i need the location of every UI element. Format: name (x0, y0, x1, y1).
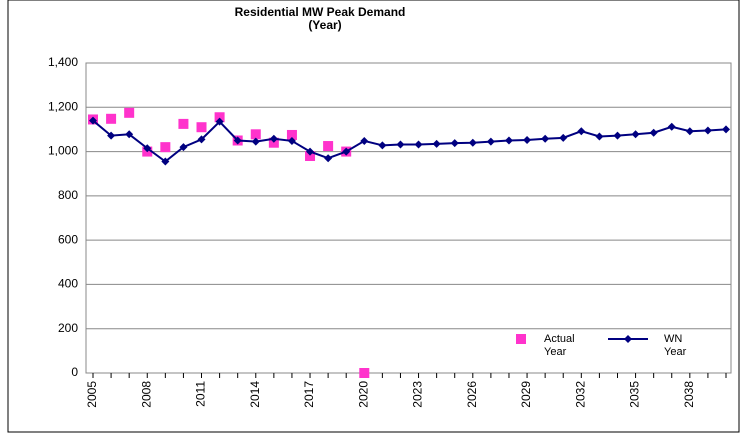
marker (613, 131, 622, 140)
x-tick-label: 2035 (628, 381, 642, 408)
legend-label: WN Year (664, 333, 687, 358)
marker (214, 112, 225, 123)
marker (196, 122, 207, 133)
marker (378, 141, 387, 150)
y-tick-label: 200 (58, 321, 78, 335)
marker (143, 144, 152, 153)
marker (631, 130, 640, 139)
marker (124, 107, 135, 118)
marker (649, 128, 658, 137)
marker (595, 132, 604, 141)
marker (324, 154, 333, 163)
chart-title: Residential MW Peak Demand (235, 5, 406, 19)
y-tick-label: 600 (58, 232, 78, 246)
legend-marker (516, 334, 526, 344)
y-tick-label: 1,400 (48, 55, 78, 69)
marker (414, 140, 423, 149)
marker (125, 130, 134, 139)
marker (468, 138, 477, 147)
x-tick-label: 2032 (573, 381, 587, 408)
marker (306, 147, 315, 156)
x-tick-label: 2008 (139, 381, 153, 408)
marker (577, 127, 586, 136)
x-tick-label: 2014 (248, 381, 262, 408)
marker (233, 136, 242, 145)
y-tick-label: 1,200 (48, 99, 78, 113)
y-tick-label: 400 (58, 277, 78, 291)
marker (107, 131, 116, 140)
marker (197, 135, 206, 144)
x-tick-label: 2029 (519, 381, 533, 408)
marker (360, 136, 369, 145)
marker (342, 147, 351, 156)
x-tick-label: 2005 (85, 381, 99, 408)
marker (287, 136, 296, 145)
x-tick-label: 2020 (356, 381, 370, 408)
marker (323, 141, 334, 152)
marker (89, 116, 97, 125)
x-tick-label: 2026 (465, 381, 479, 408)
marker (396, 140, 405, 149)
x-tick-label: 2017 (302, 381, 316, 408)
x-tick-label: 2038 (682, 381, 696, 408)
marker (215, 117, 224, 126)
marker (667, 122, 676, 131)
x-tick-label: 2023 (411, 381, 425, 408)
marker (269, 134, 278, 143)
legend-label: Actual Year (544, 333, 575, 358)
marker (450, 139, 459, 148)
marker (523, 136, 532, 145)
marker (685, 127, 694, 136)
marker (250, 129, 261, 140)
marker (161, 157, 170, 166)
y-tick-label: 0 (71, 365, 78, 379)
marker (504, 136, 513, 145)
x-tick-label: 2011 (194, 381, 208, 407)
marker (559, 133, 568, 142)
y-tick-label: 800 (58, 188, 78, 202)
marker (432, 139, 441, 148)
legend-marker (624, 335, 632, 343)
marker (178, 118, 189, 129)
marker (722, 125, 730, 134)
marker (486, 137, 495, 146)
marker (160, 142, 171, 153)
marker (179, 143, 188, 152)
marker (359, 368, 370, 378)
marker (305, 151, 316, 161)
marker (106, 113, 117, 124)
plot-area (85, 62, 732, 374)
marker (286, 129, 297, 140)
chart-subtitle: (Year) (308, 18, 341, 32)
marker (541, 134, 550, 143)
marker (703, 126, 712, 135)
y-tick-label: 1,000 (48, 144, 78, 158)
marker (251, 137, 260, 146)
